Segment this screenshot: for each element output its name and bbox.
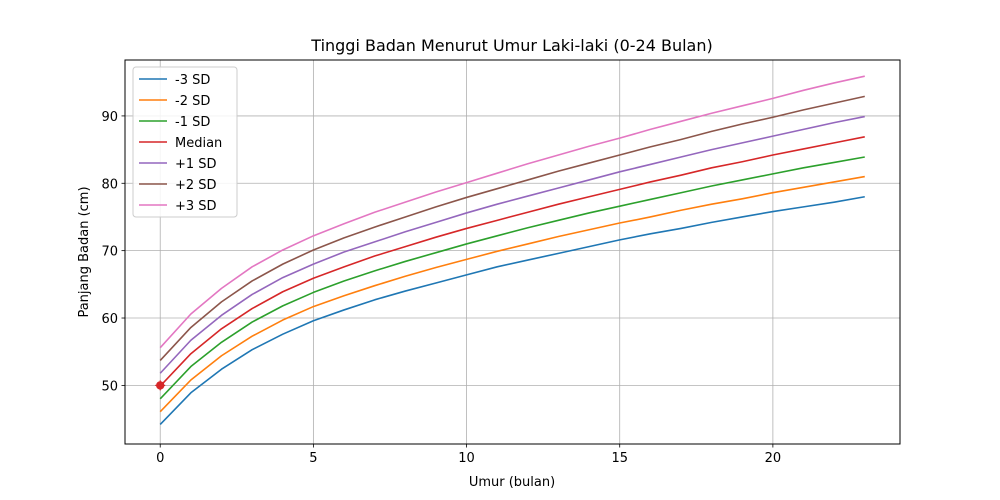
series-line-1 <box>159 175 865 413</box>
legend-label-5: +2 SD <box>175 178 217 193</box>
series-lines <box>159 75 865 426</box>
x-tick-label: 0 <box>156 451 164 466</box>
x-axis-ticks: 0 5 10 15 20 <box>156 444 781 466</box>
legend-box <box>132 66 238 218</box>
grid <box>125 60 900 444</box>
series-line-3 <box>159 136 865 387</box>
series-line-4 <box>159 115 865 374</box>
y-tick-label: 50 <box>101 379 118 394</box>
legend-label-3: Median <box>175 136 222 151</box>
series-line-5 <box>159 95 865 362</box>
x-tick-label: 20 <box>765 451 782 466</box>
y-tick-label: 70 <box>101 245 118 260</box>
legend-label-4: +1 SD <box>175 157 217 172</box>
marker-layer <box>155 380 166 391</box>
x-axis-label: Umur (bulan) <box>469 475 555 490</box>
y-axis-ticks: 50 60 70 80 90 <box>101 110 125 394</box>
series-line-0 <box>159 195 865 426</box>
legend: -3 SD -2 SD -1 SD Median +1 SD +2 SD +3 SD <box>132 66 238 218</box>
x-tick-label: 15 <box>611 451 628 466</box>
legend-label-2: -1 SD <box>175 115 210 130</box>
chart-title: Tinggi Badan Menurut Umur Laki-laki (0-2… <box>310 36 712 55</box>
y-tick-label: 60 <box>101 312 118 327</box>
y-tick-label: 90 <box>101 110 118 125</box>
series-line-6 <box>159 75 865 349</box>
y-tick-label: 80 <box>101 177 118 192</box>
legend-label-0: -3 SD <box>175 73 210 88</box>
legend-label-1: -2 SD <box>175 94 210 109</box>
series-line-2 <box>159 156 865 400</box>
y-axis-label: Panjang Badan (cm) <box>77 186 92 317</box>
x-tick-label: 5 <box>309 451 317 466</box>
plot-frame <box>124 59 901 445</box>
x-tick-label: 10 <box>458 451 475 466</box>
legend-label-6: +3 SD <box>175 199 217 214</box>
